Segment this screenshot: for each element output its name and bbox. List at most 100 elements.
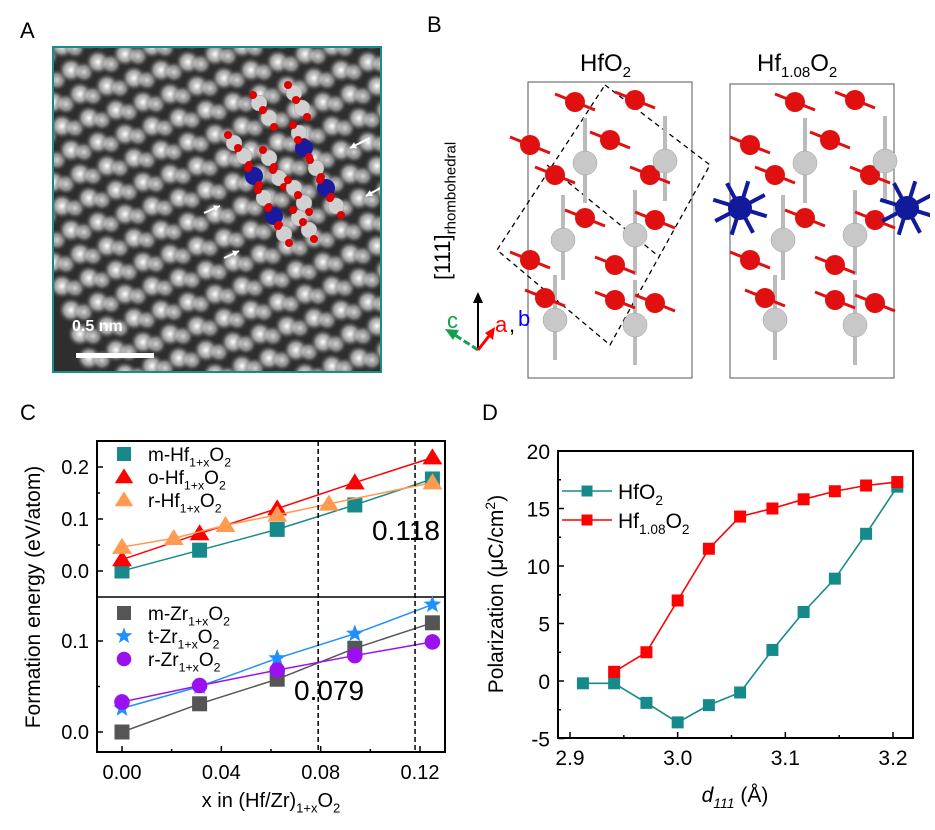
y-tick-label: 0.1 — [61, 631, 89, 653]
atom-column — [91, 369, 105, 371]
o-atom — [520, 135, 540, 155]
atom-column — [364, 153, 380, 179]
structure — [712, 90, 930, 365]
atom-column — [370, 53, 380, 75]
o-atom — [244, 164, 252, 172]
data-point — [891, 476, 904, 489]
o-atom — [303, 113, 311, 121]
atom-column — [364, 313, 380, 339]
o-atom — [865, 210, 885, 230]
legend-label: r-Zr1+xO2 — [148, 650, 221, 674]
data-point — [422, 473, 443, 490]
o-atom — [565, 92, 585, 112]
o-atom — [289, 121, 297, 129]
o-atom — [740, 135, 760, 155]
y-tick-label: 15 — [527, 499, 550, 522]
hf-interstitial-atom — [895, 196, 919, 220]
data-point — [347, 497, 363, 513]
legend-marker — [114, 468, 134, 484]
unit-cell-hfo2 — [527, 81, 693, 379]
o-atom — [254, 186, 262, 194]
axis-label-c: c — [447, 308, 458, 333]
o-atom — [795, 208, 815, 228]
x-axis-label: x in (Hf/Zr)1+xO2 — [202, 790, 341, 816]
text-part: t-Zr — [148, 627, 178, 648]
o-atom — [259, 106, 267, 114]
x-tick-label: 0.04 — [202, 762, 241, 784]
subscript: 2 — [333, 801, 340, 816]
data-point — [346, 624, 364, 642]
o-atom — [740, 250, 760, 270]
subscript: 2 — [213, 637, 220, 651]
text-part: O — [208, 604, 223, 625]
legend-label: HfO2 — [618, 481, 663, 508]
data-point — [640, 696, 653, 709]
o-atom — [249, 91, 257, 99]
structure-title-hf108o2: Hf1.08O2 — [757, 50, 837, 81]
o-atom — [765, 165, 785, 185]
series-line — [613, 481, 898, 673]
arrowhead-icon — [232, 250, 239, 257]
data-point — [112, 537, 132, 554]
hf-atom — [260, 109, 278, 127]
title-sub: 2 — [828, 63, 838, 81]
data-point — [423, 595, 442, 613]
text-part: x in (Hf/Zr) — [202, 790, 296, 812]
series-line — [121, 481, 433, 548]
atom-column — [373, 258, 380, 282]
hf-atom — [327, 197, 345, 215]
hf-atom — [842, 222, 868, 248]
text-part: O — [209, 445, 224, 466]
subscript: 2 — [219, 478, 226, 492]
atom-column — [64, 48, 86, 59]
data-point — [702, 699, 715, 712]
hf-atom — [307, 159, 325, 177]
data-point — [114, 563, 130, 579]
subscript: 1+x — [180, 501, 201, 515]
title-text: O — [810, 50, 829, 77]
legend-label: m-Hf1+xO2 — [148, 445, 231, 469]
title-text: HfO — [580, 50, 623, 77]
y-axis-label: Polarization (μC/cm2) — [482, 495, 508, 693]
o-atom — [520, 250, 540, 270]
data-point — [114, 694, 130, 710]
arrowhead-icon — [445, 329, 459, 340]
o-atom — [755, 288, 775, 308]
title-sub: 2 — [622, 63, 632, 81]
text-part: m-Zr — [148, 604, 189, 625]
o-atom — [605, 290, 625, 310]
o-atom — [294, 136, 302, 144]
hf-atom — [295, 194, 313, 212]
o-atom — [625, 90, 645, 110]
atom-column — [379, 163, 380, 173]
subscript: 2 — [214, 660, 221, 674]
subscript: 2 — [224, 455, 231, 469]
o-atom — [820, 130, 840, 150]
atom-column — [271, 369, 285, 371]
y-tick-label: 0.1 — [61, 509, 89, 531]
y-tick-label: 10 — [527, 556, 550, 579]
x-tick-label: 0.00 — [103, 762, 142, 784]
o-atom — [284, 176, 292, 184]
y-tick-label: 5 — [538, 614, 550, 637]
subscript: 1+x — [184, 478, 205, 492]
y-tick-label: 0.0 — [61, 722, 89, 744]
y-tick-label: 20 — [527, 441, 550, 464]
y-tick-label: -5 — [531, 729, 550, 752]
o-atom — [865, 293, 885, 313]
hf-atom — [235, 147, 253, 165]
hf-atom — [275, 225, 293, 243]
data-point — [347, 647, 363, 664]
atom-column — [370, 293, 380, 315]
o-atom — [645, 210, 665, 230]
arrowhead-icon — [213, 205, 220, 212]
y-axis-label: Formation energy (eV/atom) — [22, 466, 45, 729]
subscript: 1+x — [179, 660, 200, 674]
atomic-model-overlay — [224, 81, 345, 247]
subscript: 1+x — [188, 614, 209, 628]
atom-column — [364, 73, 380, 99]
subscript: 1.08 — [639, 522, 666, 537]
o-atom — [224, 131, 232, 139]
rhombohedral-cell-outline — [496, 84, 711, 347]
data-point — [671, 716, 684, 729]
